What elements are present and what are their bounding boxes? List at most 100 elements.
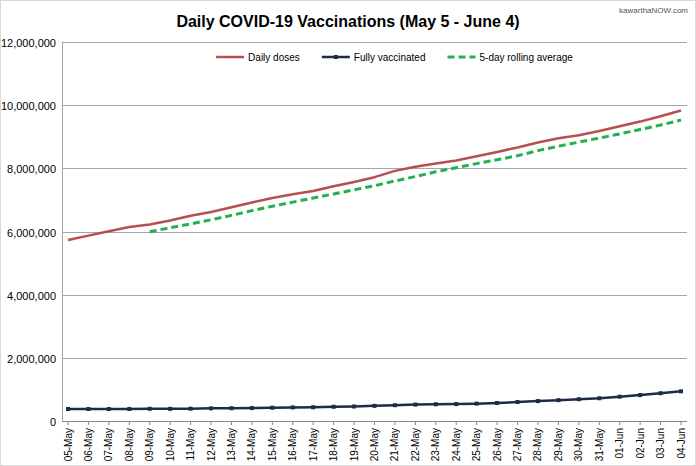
x-tick	[435, 421, 436, 425]
x-tick	[578, 421, 579, 425]
grid-line	[62, 232, 687, 233]
marker	[495, 401, 499, 405]
marker	[679, 389, 683, 393]
x-tick	[292, 421, 293, 425]
legend-label: Fully vaccinated	[354, 52, 426, 63]
marker	[577, 397, 581, 401]
x-tick	[374, 421, 375, 425]
marker	[536, 399, 540, 403]
annotation: kawarthaNOW.com	[619, 6, 688, 15]
plot-area	[66, 111, 683, 411]
y-tick-label: 12,000,000	[1, 37, 56, 49]
x-tick-label: 14-May	[246, 428, 257, 461]
marker	[86, 407, 90, 411]
marker	[270, 406, 274, 410]
marker	[229, 406, 233, 410]
marker	[393, 403, 397, 407]
title: Daily COVID-19 Vaccinations (May 5 - Jun…	[176, 13, 519, 30]
marker	[332, 405, 336, 409]
marker	[597, 396, 601, 400]
marker	[148, 407, 152, 411]
series-line	[68, 111, 681, 240]
x-tick-label: 28-May	[532, 428, 543, 461]
x-tick	[251, 421, 252, 425]
x-tick-label: 04-Jun	[676, 428, 687, 459]
grid-line	[62, 105, 687, 106]
x-tick	[272, 421, 273, 425]
x-tick-label: 08-May	[124, 428, 135, 461]
x-tick-label: 27-May	[512, 428, 523, 461]
x-tick	[129, 421, 130, 425]
legend: Daily doses Fully vaccinated 5-day rolling…	[216, 52, 573, 63]
x-tick-label: 25-May	[471, 428, 482, 461]
x-tick	[313, 421, 314, 425]
grid-line	[62, 168, 687, 169]
marker	[189, 407, 193, 411]
frame	[1, 1, 696, 466]
marker	[107, 407, 111, 411]
legend-label: Daily doses	[248, 52, 300, 63]
chart: 02,000,0004,000,0006,000,0008,000,00010,…	[0, 0, 696, 466]
grid-line	[62, 295, 687, 296]
x-tick	[599, 421, 600, 425]
x-tick	[497, 421, 498, 425]
x-tick	[394, 421, 395, 425]
x-tick-label: 11-May	[185, 428, 196, 461]
marker	[127, 407, 131, 411]
series-line	[68, 391, 681, 409]
marker	[638, 393, 642, 397]
x-tick	[211, 421, 212, 425]
x-tick-label: 02-Jun	[635, 428, 646, 459]
x-tick	[517, 421, 518, 425]
x-tick	[149, 421, 150, 425]
x-tick	[660, 421, 661, 425]
legend-swatch	[216, 56, 244, 59]
grid-line	[62, 42, 687, 43]
x-tick	[88, 421, 89, 425]
x-tick-label: 18-May	[328, 428, 339, 461]
x-tick-label: 13-May	[226, 428, 237, 461]
x-tick-label: 07-May	[103, 428, 114, 461]
y-tick-label: 8,000,000	[7, 163, 56, 175]
x-tick-label: 20-May	[369, 428, 380, 461]
x-tick	[333, 421, 334, 425]
x-tick	[456, 421, 457, 425]
marker	[168, 407, 172, 411]
x-tick-label: 29-May	[553, 428, 564, 461]
marker	[413, 403, 417, 407]
y-axis	[62, 42, 63, 421]
x-tick	[681, 421, 682, 425]
x-tick-label: 06-May	[83, 428, 94, 461]
x-tick-label: 21-May	[389, 428, 400, 461]
x-tick-label: 19-May	[349, 428, 360, 461]
y-tick-label: 2,000,000	[7, 353, 56, 365]
y-tick-label: 6,000,000	[7, 227, 56, 239]
x-tick	[415, 421, 416, 425]
marker	[516, 400, 520, 404]
series-line	[150, 120, 681, 232]
x-tick	[231, 421, 232, 425]
x-tick-label: 16-May	[287, 428, 298, 461]
marker	[475, 402, 479, 406]
marker	[454, 402, 458, 406]
marker	[250, 406, 254, 410]
marker	[66, 407, 70, 411]
marker	[659, 391, 663, 395]
x-tick-label: 12-May	[206, 428, 217, 461]
x-tick	[190, 421, 191, 425]
y-tick-label: 4,000,000	[7, 290, 56, 302]
x-tick	[68, 421, 69, 425]
x-tick	[640, 421, 641, 425]
x-tick-label: 26-May	[492, 428, 503, 461]
x-tick-label: 09-May	[144, 428, 155, 461]
grid-line	[62, 358, 687, 359]
legend-label: 5-day rolling average	[480, 52, 574, 63]
x-tick	[619, 421, 620, 425]
marker	[556, 398, 560, 402]
marker	[373, 404, 377, 408]
x-tick	[476, 421, 477, 425]
x-tick	[537, 421, 538, 425]
x-tick-label: 10-May	[165, 428, 176, 461]
x-tick-label: 03-Jun	[655, 428, 666, 459]
x-tick-label: 31-May	[594, 428, 605, 461]
